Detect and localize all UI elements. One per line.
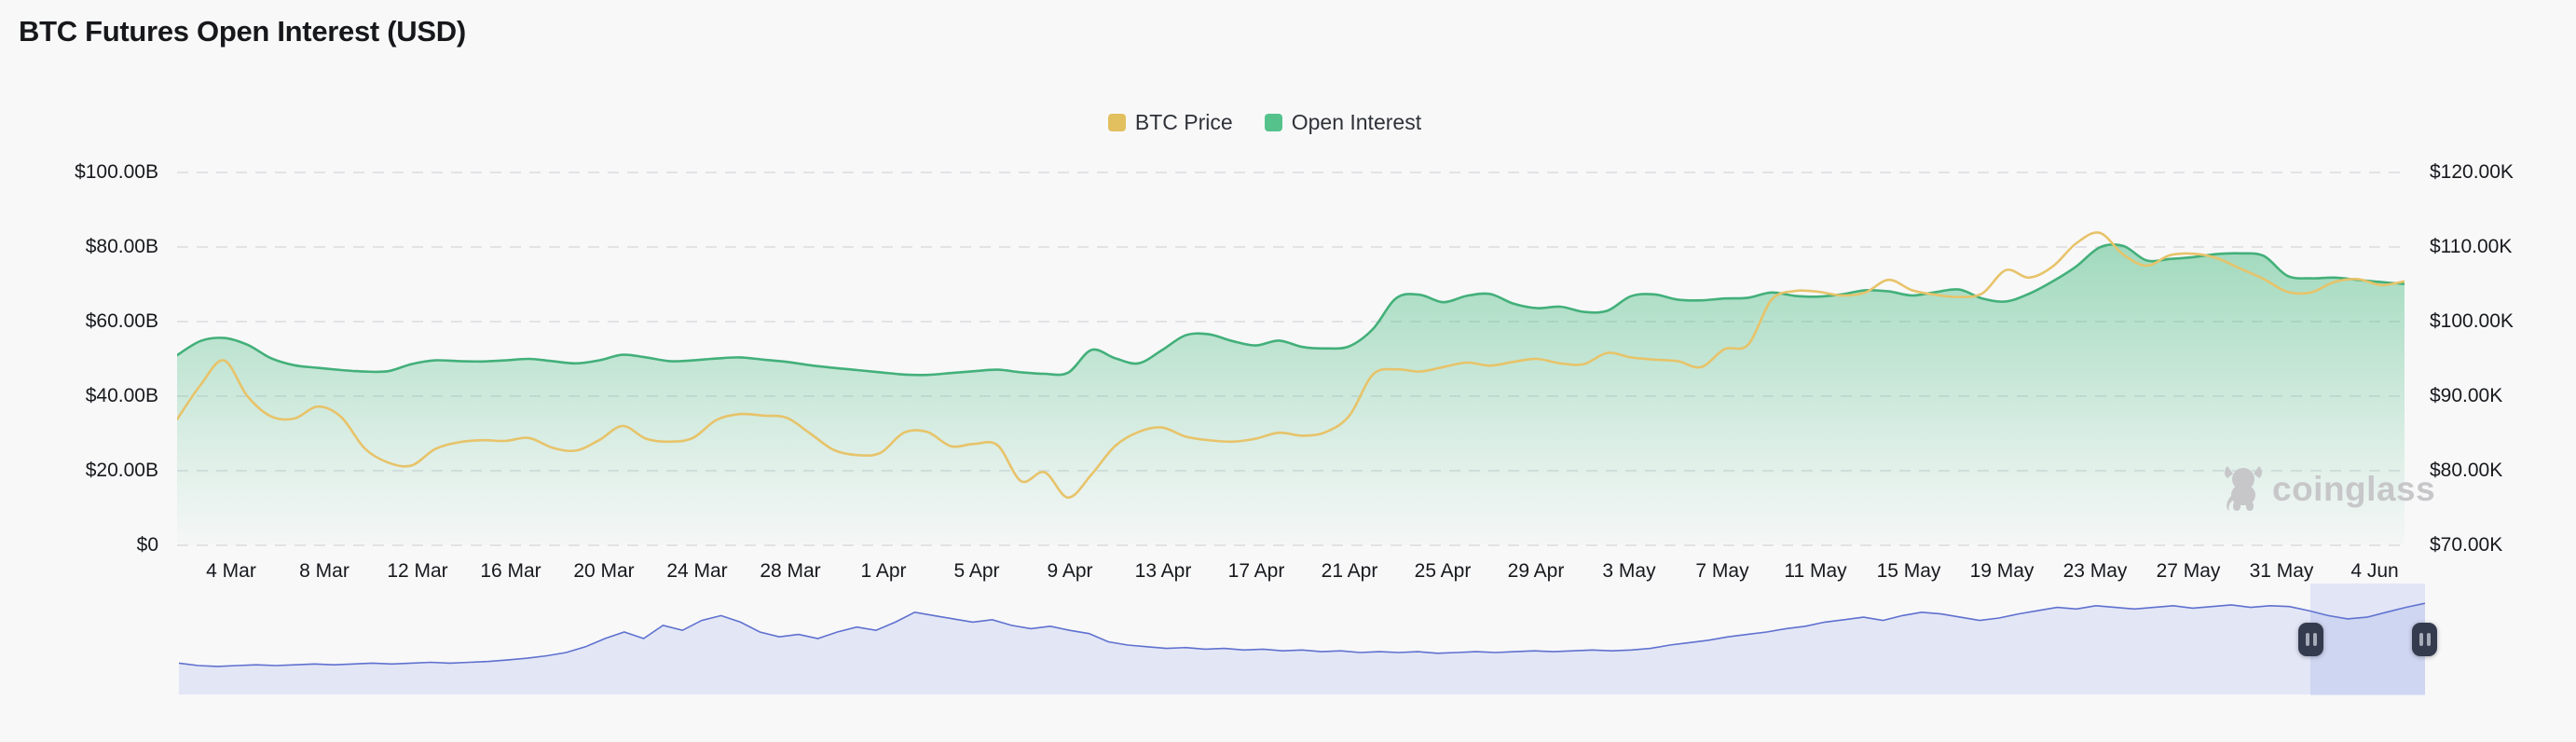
x-axis-tick: 3 May bbox=[1602, 560, 1656, 582]
legend-item-btc-price[interactable]: BTC Price bbox=[1107, 110, 1233, 135]
right-axis-tick: $80.00K bbox=[2430, 460, 2503, 481]
navigator-chart[interactable] bbox=[179, 584, 2425, 695]
pause-bar-icon bbox=[2426, 633, 2431, 646]
right-axis-tick: $90.00K bbox=[2430, 385, 2503, 406]
legend-label: BTC Price bbox=[1134, 110, 1233, 134]
navigator-selection-window[interactable] bbox=[2310, 584, 2425, 695]
pause-bar-icon bbox=[2305, 633, 2309, 646]
left-axis-tick: $0 bbox=[136, 534, 158, 556]
x-axis-tick: 9 Apr bbox=[1047, 560, 1093, 582]
left-axis-tick: $100.00B bbox=[75, 161, 158, 183]
right-axis-tick: $110.00K bbox=[2430, 236, 2513, 257]
x-axis-tick: 12 Mar bbox=[387, 560, 448, 582]
x-axis-tick: 16 Mar bbox=[480, 560, 541, 582]
open-interest-area bbox=[177, 244, 2405, 545]
main-chart[interactable] bbox=[177, 168, 2405, 552]
left-axis-tick: $80.00B bbox=[85, 236, 158, 257]
right-axis-tick: $70.00K bbox=[2430, 534, 2503, 556]
left-axis-tick: $20.00B bbox=[85, 460, 158, 481]
x-axis-tick: 23 May bbox=[2062, 560, 2128, 582]
chart-legend: BTC Price Open Interest bbox=[0, 110, 2529, 135]
coinglass-watermark: coinglass bbox=[2222, 464, 2435, 513]
x-axis-tick: 17 Apr bbox=[1227, 560, 1285, 582]
open-interest-swatch-icon bbox=[1264, 114, 1282, 131]
x-axis-tick: 20 Mar bbox=[573, 560, 635, 582]
page-title: BTC Futures Open Interest (USD) bbox=[19, 15, 466, 48]
legend-item-open-interest[interactable]: Open Interest bbox=[1264, 110, 1422, 135]
btc-price-swatch-icon bbox=[1107, 114, 1126, 131]
coinglass-bull-icon bbox=[2225, 466, 2262, 511]
x-axis-tick: 5 Apr bbox=[953, 560, 1000, 582]
navigator-area bbox=[179, 603, 2425, 694]
x-axis-tick: 13 Apr bbox=[1134, 560, 1192, 582]
x-axis-tick: 31 May bbox=[2249, 560, 2314, 582]
left-axis-tick: $40.00B bbox=[85, 385, 158, 406]
pause-bar-icon bbox=[2312, 633, 2317, 646]
watermark-text: coinglass bbox=[2272, 469, 2436, 508]
x-axis-tick: 4 Mar bbox=[206, 560, 256, 582]
x-axis-tick: 11 May bbox=[1784, 560, 1847, 582]
x-axis-tick: 19 May bbox=[1969, 560, 2035, 582]
x-axis-tick: 27 May bbox=[2156, 560, 2221, 582]
x-axis-tick: 4 Jun bbox=[2350, 560, 2399, 582]
left-axis-tick: $60.00B bbox=[85, 310, 158, 332]
open-interest-line bbox=[177, 243, 2405, 377]
legend-label: Open Interest bbox=[1291, 110, 1422, 134]
x-axis-tick: 28 Mar bbox=[760, 560, 821, 582]
right-axis-tick: $100.00K bbox=[2430, 310, 2514, 332]
btc-price-line bbox=[177, 231, 2405, 500]
x-axis-tick: 1 Apr bbox=[860, 560, 907, 582]
x-axis-tick: 7 May bbox=[1695, 560, 1749, 582]
pause-bar-icon bbox=[2418, 633, 2423, 646]
x-axis-tick: 15 May bbox=[1876, 560, 1941, 582]
x-axis-tick: 24 Mar bbox=[666, 560, 728, 582]
navigator-left-handle[interactable] bbox=[2298, 623, 2323, 656]
x-axis-tick: 21 Apr bbox=[1321, 560, 1378, 582]
x-axis-tick: 29 Apr bbox=[1507, 560, 1565, 582]
right-axis-tick: $120.00K bbox=[2430, 161, 2514, 183]
navigator-right-handle[interactable] bbox=[2412, 623, 2437, 656]
x-axis-tick: 8 Mar bbox=[299, 560, 349, 582]
navigator-line bbox=[179, 602, 2425, 667]
x-axis-tick: 25 Apr bbox=[1414, 560, 1472, 582]
